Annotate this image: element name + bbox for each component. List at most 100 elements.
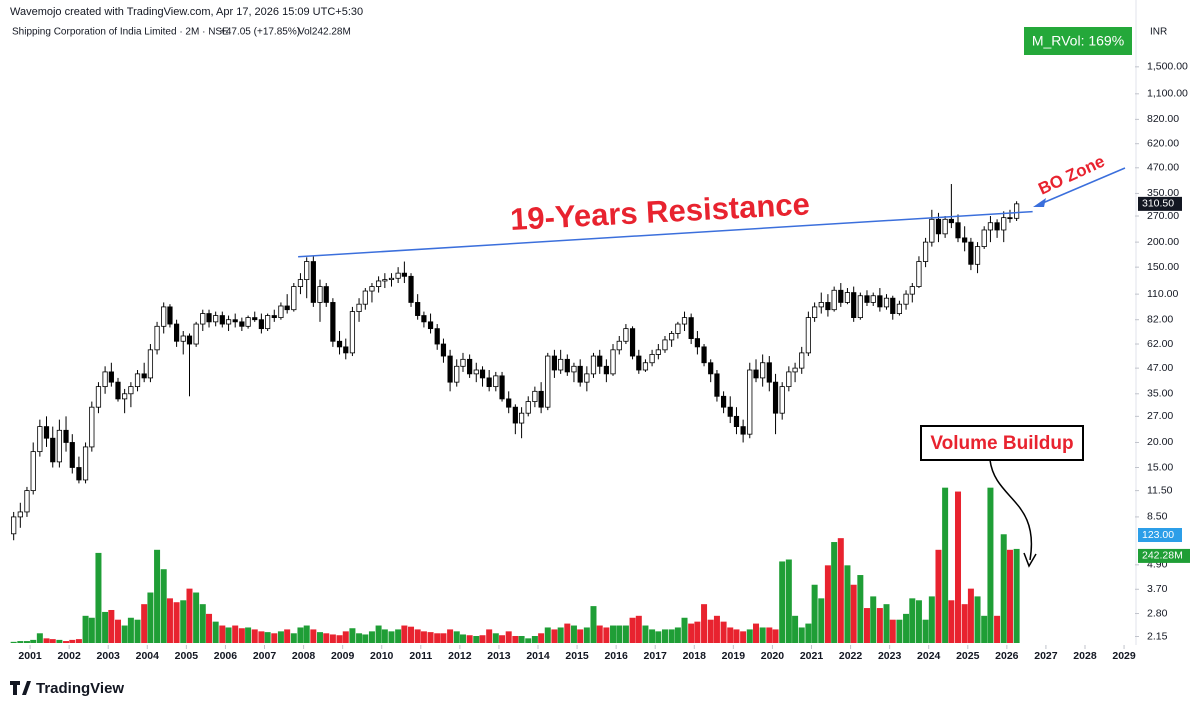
candle-body	[50, 437, 56, 463]
candle-body	[525, 401, 531, 414]
x-tick-label: 2029	[1112, 650, 1136, 662]
currency: INR	[1150, 27, 1167, 38]
volume-bar	[922, 619, 929, 643]
candle-body	[935, 218, 942, 235]
volume-bar	[850, 584, 857, 643]
candle-body	[733, 415, 740, 428]
candle-body	[916, 261, 922, 287]
candle-body	[447, 355, 453, 383]
y-tick-label: 11.50	[1147, 484, 1173, 496]
volume-bar	[505, 631, 512, 643]
candle-body	[818, 302, 824, 308]
candle-body	[95, 386, 102, 408]
volume-bar	[512, 636, 519, 643]
volume-bar	[251, 629, 258, 643]
volume-bar	[590, 606, 597, 643]
y-tick-label: 270.00	[1147, 210, 1179, 222]
candle-body	[610, 349, 616, 375]
candle-body	[929, 218, 935, 243]
volume-bar	[395, 629, 402, 643]
volume-bar	[987, 487, 994, 643]
candle-body	[63, 429, 69, 443]
buildup-arrow	[989, 459, 1033, 561]
candle-body	[955, 222, 961, 239]
volume-bar	[245, 627, 252, 643]
volume-bar	[30, 639, 37, 643]
candle-body	[89, 406, 95, 448]
candle-body	[161, 306, 167, 327]
volume-bar	[154, 549, 161, 643]
candle-body	[844, 292, 851, 303]
attribution: Wavemojo created with TradingView.com, A…	[10, 6, 363, 18]
candle-body	[486, 377, 492, 388]
candle-body	[825, 302, 831, 311]
volume-bar	[453, 631, 460, 643]
x-tick-label: 2017	[644, 650, 668, 662]
candle-body	[792, 367, 798, 373]
candle-body	[369, 286, 375, 292]
volume-bar	[635, 615, 642, 643]
candle-body	[265, 315, 271, 330]
volume-bar	[583, 627, 590, 643]
candle-body	[122, 393, 128, 400]
candle-body	[115, 381, 121, 400]
volume-bar	[193, 592, 200, 643]
x-tick-label: 2019	[722, 650, 746, 662]
candle-body	[675, 323, 681, 334]
bo-arrowhead	[1033, 198, 1046, 207]
volume-bar	[238, 628, 245, 643]
volume-bar	[479, 635, 486, 643]
volume-bar	[733, 629, 740, 643]
x-tick-label: 2015	[565, 650, 589, 662]
candle-body	[857, 295, 863, 319]
candle-body	[297, 279, 304, 287]
volume-bar	[753, 623, 760, 643]
volume-bar	[616, 625, 623, 643]
candle-body	[903, 293, 909, 305]
candle-body	[24, 490, 30, 513]
volume-bar	[368, 631, 375, 643]
volume-bar	[935, 549, 942, 643]
symbol: Shipping Corporation of India Limited · …	[12, 27, 229, 38]
candle-body	[102, 371, 108, 388]
volume-bar	[564, 623, 571, 643]
candle-body	[727, 406, 733, 417]
volume-bar	[114, 619, 121, 643]
y-tick-label: 2.80	[1147, 607, 1168, 619]
bo-arrow	[1037, 167, 1126, 206]
volume-bar	[967, 588, 974, 643]
volume-bar	[342, 631, 349, 643]
change: +47.05 (+17.85%)	[220, 27, 300, 38]
volume-bar	[1006, 549, 1013, 643]
volume-bar	[531, 636, 538, 643]
volume-bar	[649, 629, 656, 643]
candle-body	[11, 516, 17, 535]
volume-bar	[108, 609, 115, 643]
candle-body	[141, 373, 147, 379]
candle-body	[629, 328, 636, 357]
volume-header: Vol242.28M	[298, 27, 351, 38]
volume-bar	[857, 575, 864, 643]
volume-bar	[310, 629, 317, 643]
candle-body	[37, 426, 43, 453]
candle-body	[1014, 203, 1020, 219]
volume-bar	[434, 633, 441, 643]
x-tick-label: 2002	[57, 650, 81, 662]
x-tick-label: 2011	[409, 650, 432, 662]
volume-bar	[883, 604, 890, 643]
candle-body	[571, 365, 577, 373]
candle-body	[681, 317, 688, 325]
candle-body	[252, 317, 258, 321]
volume-bar	[160, 569, 167, 643]
x-tick-label: 2027	[1034, 650, 1058, 662]
candle-body	[1007, 217, 1013, 220]
candle-body	[356, 303, 362, 313]
candle-body	[30, 451, 36, 492]
volume-bar	[43, 638, 50, 643]
volume-bar	[297, 627, 304, 643]
x-tick-label: 2007	[253, 650, 277, 662]
candle-body	[499, 375, 505, 400]
volume-bar	[271, 633, 278, 643]
volume-bar	[642, 625, 649, 643]
candle-body	[278, 305, 284, 319]
